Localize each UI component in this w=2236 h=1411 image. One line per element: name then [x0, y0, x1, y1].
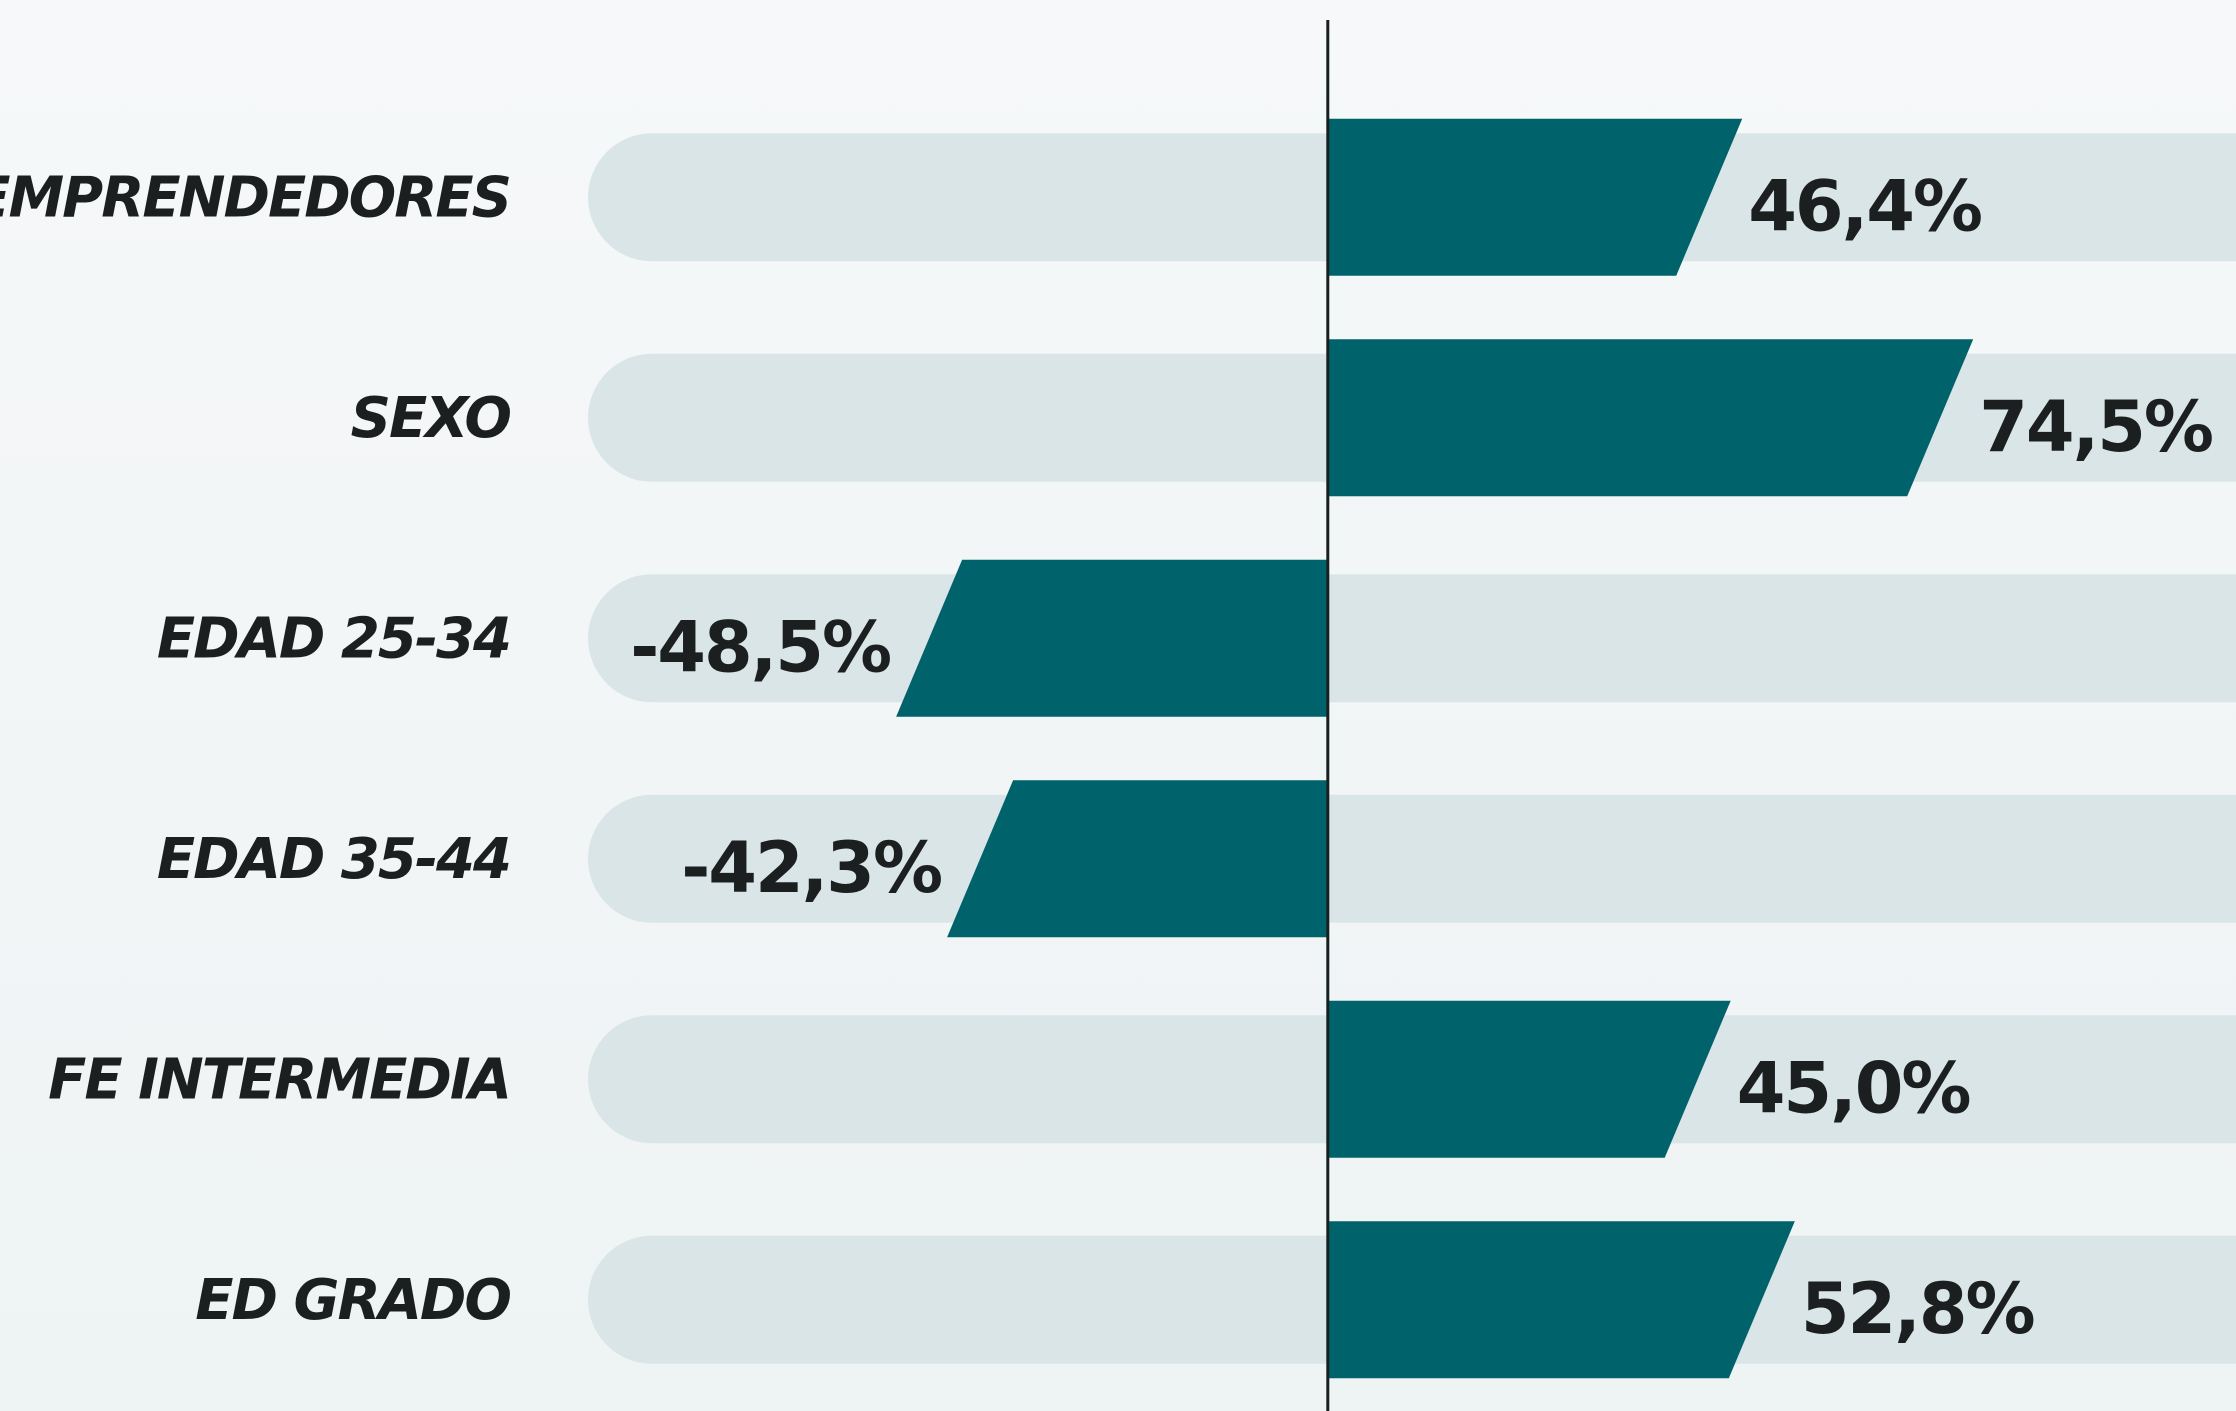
bar	[1327, 1221, 1795, 1379]
bar	[1327, 339, 1974, 497]
bar	[1327, 118, 1743, 276]
value-label: -48,5%	[630, 606, 890, 688]
bar	[1327, 1000, 1731, 1158]
value-label: 52,8%	[1801, 1268, 2034, 1350]
category-label: EDAD 25-34	[157, 606, 510, 671]
value-label: 74,5%	[1979, 386, 2212, 468]
category-label: ED GRADO	[195, 1268, 510, 1333]
category-label: SEXO	[351, 386, 511, 451]
category-label: EDAD 35-44	[157, 827, 510, 892]
bar	[896, 559, 1328, 717]
value-label: 45,0%	[1737, 1047, 1970, 1129]
bar	[947, 780, 1328, 938]
category-label: EMPRENDEDORES	[0, 165, 510, 230]
category-label: FE INTERMEDIA	[48, 1047, 510, 1112]
value-label: -42,3%	[681, 827, 941, 909]
value-label: 46,4%	[1748, 165, 1981, 247]
